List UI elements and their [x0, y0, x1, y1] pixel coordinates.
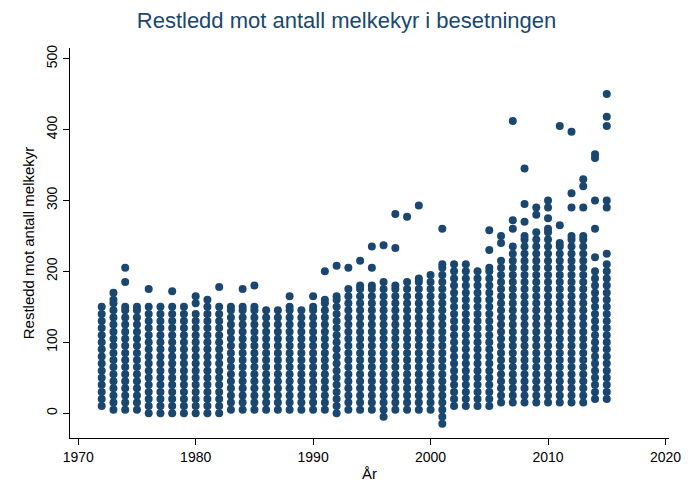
svg-text:1980: 1980	[180, 449, 211, 465]
svg-text:2000: 2000	[415, 449, 446, 465]
svg-text:500: 500	[44, 45, 60, 69]
svg-text:1990: 1990	[298, 449, 329, 465]
svg-text:Restledd mot antall melkekyr: Restledd mot antall melkekyr	[20, 147, 37, 340]
svg-text:0: 0	[44, 407, 60, 415]
svg-text:År: År	[362, 465, 377, 482]
svg-text:300: 300	[44, 186, 60, 210]
svg-text:400: 400	[44, 116, 60, 140]
svg-text:Restledd mot antall melkekyr i: Restledd mot antall melkekyr i besetning…	[137, 8, 556, 33]
svg-text:200: 200	[44, 257, 60, 281]
svg-text:100: 100	[44, 328, 60, 352]
svg-text:1970: 1970	[63, 449, 94, 465]
svg-text:2020: 2020	[650, 449, 681, 465]
svg-text:2010: 2010	[532, 449, 563, 465]
